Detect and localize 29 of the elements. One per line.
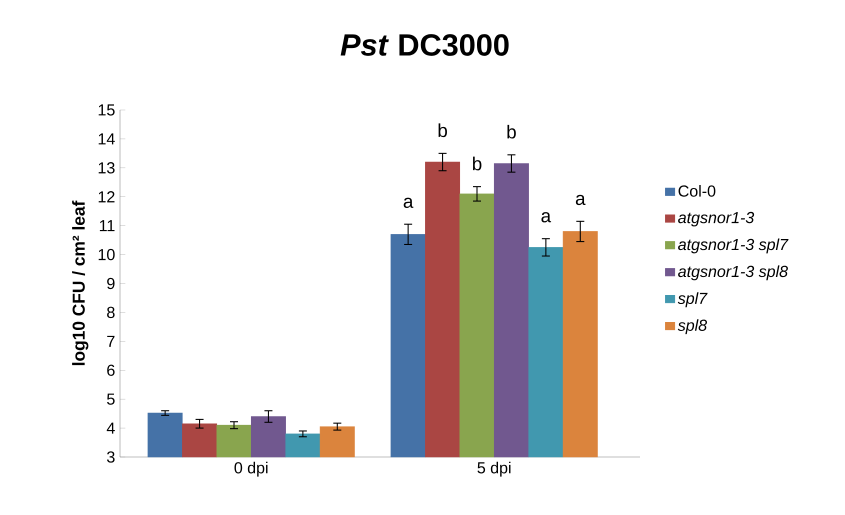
y-tick-label: 11 <box>100 220 115 232</box>
legend-label: atgsnor1-3 spl7 <box>678 238 789 254</box>
legend-label: atgsnor1-3 spl8 <box>678 265 788 280</box>
y-tick-label: 8 <box>107 306 115 318</box>
y-tick-label: 9 <box>107 278 115 290</box>
annotation: b <box>507 124 516 139</box>
chart-title: Pst DC3000 <box>340 34 509 56</box>
y-tick-label: 6 <box>107 364 115 376</box>
y-tick-label: 4 <box>106 422 115 434</box>
annotation: a <box>404 198 414 208</box>
legend-label: spl8 <box>678 319 708 334</box>
y-tick-label: 12 <box>98 191 114 202</box>
y-tick-label: 5 <box>107 394 115 405</box>
annotation: b <box>438 123 447 138</box>
y-tick-label: 15 <box>98 104 115 116</box>
y-tick-label: 7 <box>107 336 114 347</box>
y-tick-label: 13 <box>98 162 115 174</box>
y-tick-label: 3 <box>107 451 115 463</box>
annotation: b <box>473 156 482 170</box>
annotation: a <box>576 194 586 206</box>
annotation: a <box>541 212 552 222</box>
x-tick-label: 5 dpi <box>478 462 510 477</box>
y-tick-label: 10 <box>98 248 115 260</box>
legend-label: atgsnor1-3 <box>678 212 754 226</box>
y-axis-title: log10 CFU / cm² leaf <box>72 200 88 366</box>
y-tick-label: 14 <box>98 133 115 144</box>
x-tick-label: 0 dpi <box>234 462 268 477</box>
legend-label: spl7 <box>678 292 708 308</box>
legend-label: Col-0 <box>678 185 716 197</box>
